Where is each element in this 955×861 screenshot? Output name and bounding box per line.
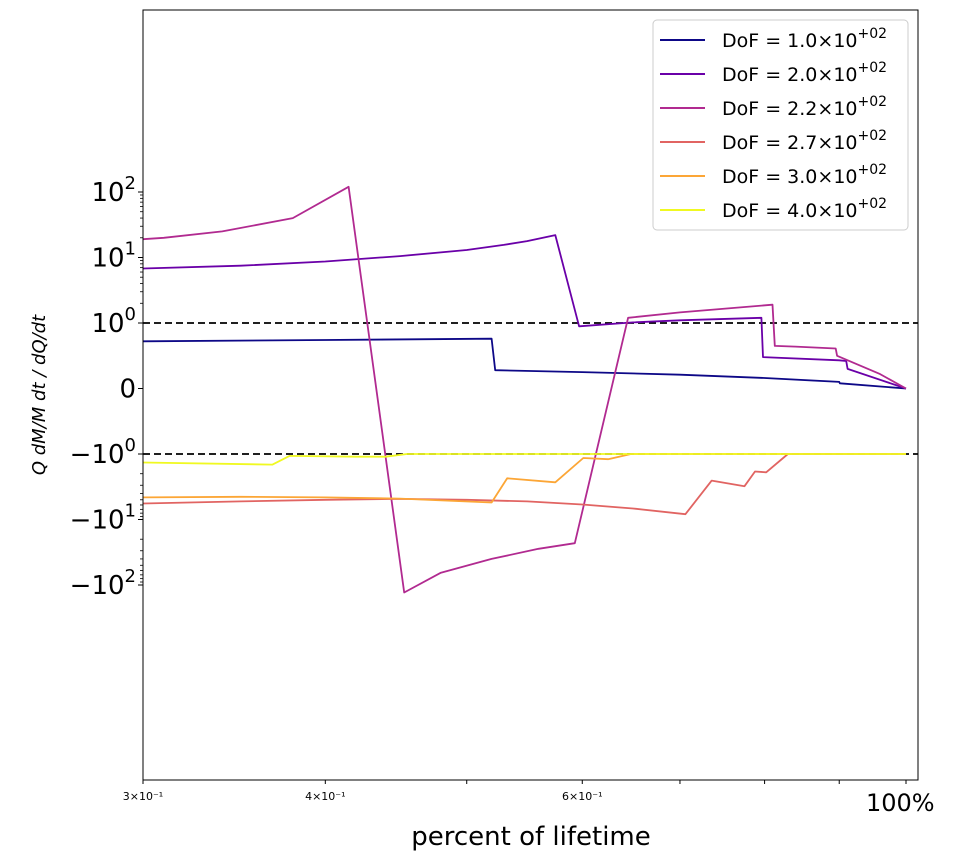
series-group xyxy=(143,185,907,594)
x-tick-label: 6×10⁻¹ xyxy=(562,790,602,803)
series-line xyxy=(143,185,907,594)
series-line xyxy=(143,453,906,466)
y-axis-label-text: Q dM/M dt / dQ/dt xyxy=(29,314,50,475)
x-axis-label: percent of lifetime xyxy=(411,822,651,852)
series-line xyxy=(143,234,907,390)
series-line xyxy=(143,453,906,516)
x-tick-label: 100% xyxy=(866,789,935,817)
x-tick-label: 4×10⁻¹ xyxy=(305,790,345,803)
y-axis-label: Q dM/M dt / dQ/dt xyxy=(29,314,50,475)
legend-box xyxy=(652,19,909,231)
series-line xyxy=(143,337,907,390)
y-tick-label: 0 xyxy=(119,375,136,405)
x-tick-label: 3×10⁻¹ xyxy=(123,790,163,803)
plot-area xyxy=(142,9,919,781)
legend-label: DoF = 2.7×10+02 xyxy=(722,128,887,154)
x-axis: 3×10⁻¹ 4×10⁻¹ 6×10⁻¹ 100% xyxy=(123,780,935,817)
